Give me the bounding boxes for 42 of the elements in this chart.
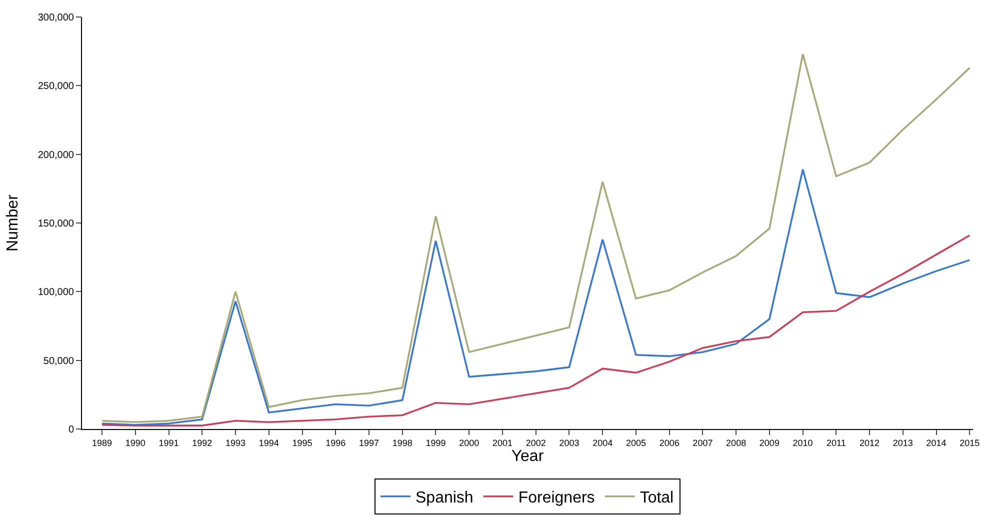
x-tick-label: 2012 [860, 438, 880, 448]
x-tick-label: 2006 [659, 438, 680, 448]
x-tick-label: 1999 [426, 438, 446, 448]
y-tick-label: 250,000 [38, 81, 74, 92]
x-tick-label: 1993 [225, 438, 246, 448]
x-tick-label: 2015 [960, 438, 980, 448]
y-tick-label: 300,000 [38, 12, 74, 24]
x-tick-label: 2005 [626, 438, 646, 448]
legend-label: Total [640, 490, 674, 507]
x-tick-label: 2000 [459, 438, 480, 448]
y-tick-label: 0 [68, 424, 74, 436]
x-tick-label: 2013 [892, 438, 913, 448]
x-tick-label: 2002 [526, 438, 546, 448]
x-tick-label: 1995 [292, 438, 312, 448]
x-tick-label: 2010 [792, 438, 813, 448]
x-tick-label: 1996 [326, 438, 346, 448]
y-tick-label: 150,000 [38, 218, 74, 230]
legend-label: Foreigners [518, 490, 595, 507]
x-tick-label: 2011 [826, 438, 846, 448]
x-axis-title: Year [511, 448, 544, 465]
line-series [101, 168, 971, 426]
x-tick-label: 2003 [559, 438, 580, 448]
x-tick-label: 1998 [392, 438, 412, 448]
y-tick-label: 50,000 [43, 356, 74, 367]
x-tick-label: 1997 [358, 438, 380, 448]
y-axis-title: Number [4, 194, 22, 252]
legend-label: Spanish [416, 490, 474, 507]
line-series [101, 234, 971, 426]
line-series [101, 53, 971, 424]
x-tick-label: 2007 [692, 438, 713, 448]
x-tick-label: 2008 [726, 438, 746, 448]
x-tick-label: 1994 [258, 438, 279, 448]
x-tick-label: 1990 [125, 438, 146, 448]
x-tick-label: 1991 [158, 438, 179, 448]
x-tick-label: 2001 [492, 438, 512, 448]
x-tick-label: 1992 [192, 438, 212, 448]
y-tick-label: 200,000 [38, 150, 74, 161]
x-tick-label: 2014 [926, 438, 946, 448]
x-tick-label: 2004 [592, 438, 613, 448]
x-tick-label: 2009 [759, 438, 780, 448]
y-tick-label: 100,000 [38, 287, 74, 298]
x-tick-label: 1989 [92, 438, 112, 448]
